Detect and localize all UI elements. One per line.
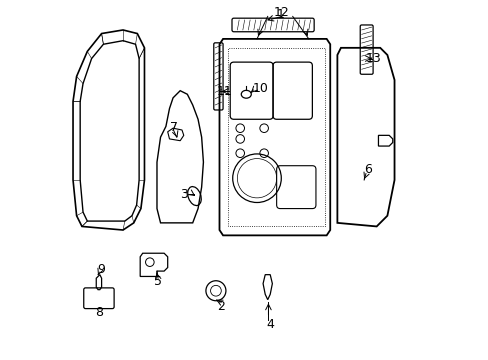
Text: 10: 10 bbox=[252, 82, 268, 95]
Text: 9: 9 bbox=[97, 263, 104, 276]
Text: 6: 6 bbox=[363, 163, 371, 176]
Text: 5: 5 bbox=[154, 275, 162, 288]
Text: 2: 2 bbox=[217, 300, 225, 313]
Text: 7: 7 bbox=[169, 121, 178, 134]
Text: 12: 12 bbox=[274, 6, 289, 19]
Text: 4: 4 bbox=[266, 318, 274, 331]
Text: 3: 3 bbox=[180, 188, 187, 201]
Text: 8: 8 bbox=[95, 306, 102, 319]
Text: 1: 1 bbox=[276, 9, 284, 22]
Text: 13: 13 bbox=[365, 52, 381, 65]
Text: 11: 11 bbox=[217, 85, 232, 98]
